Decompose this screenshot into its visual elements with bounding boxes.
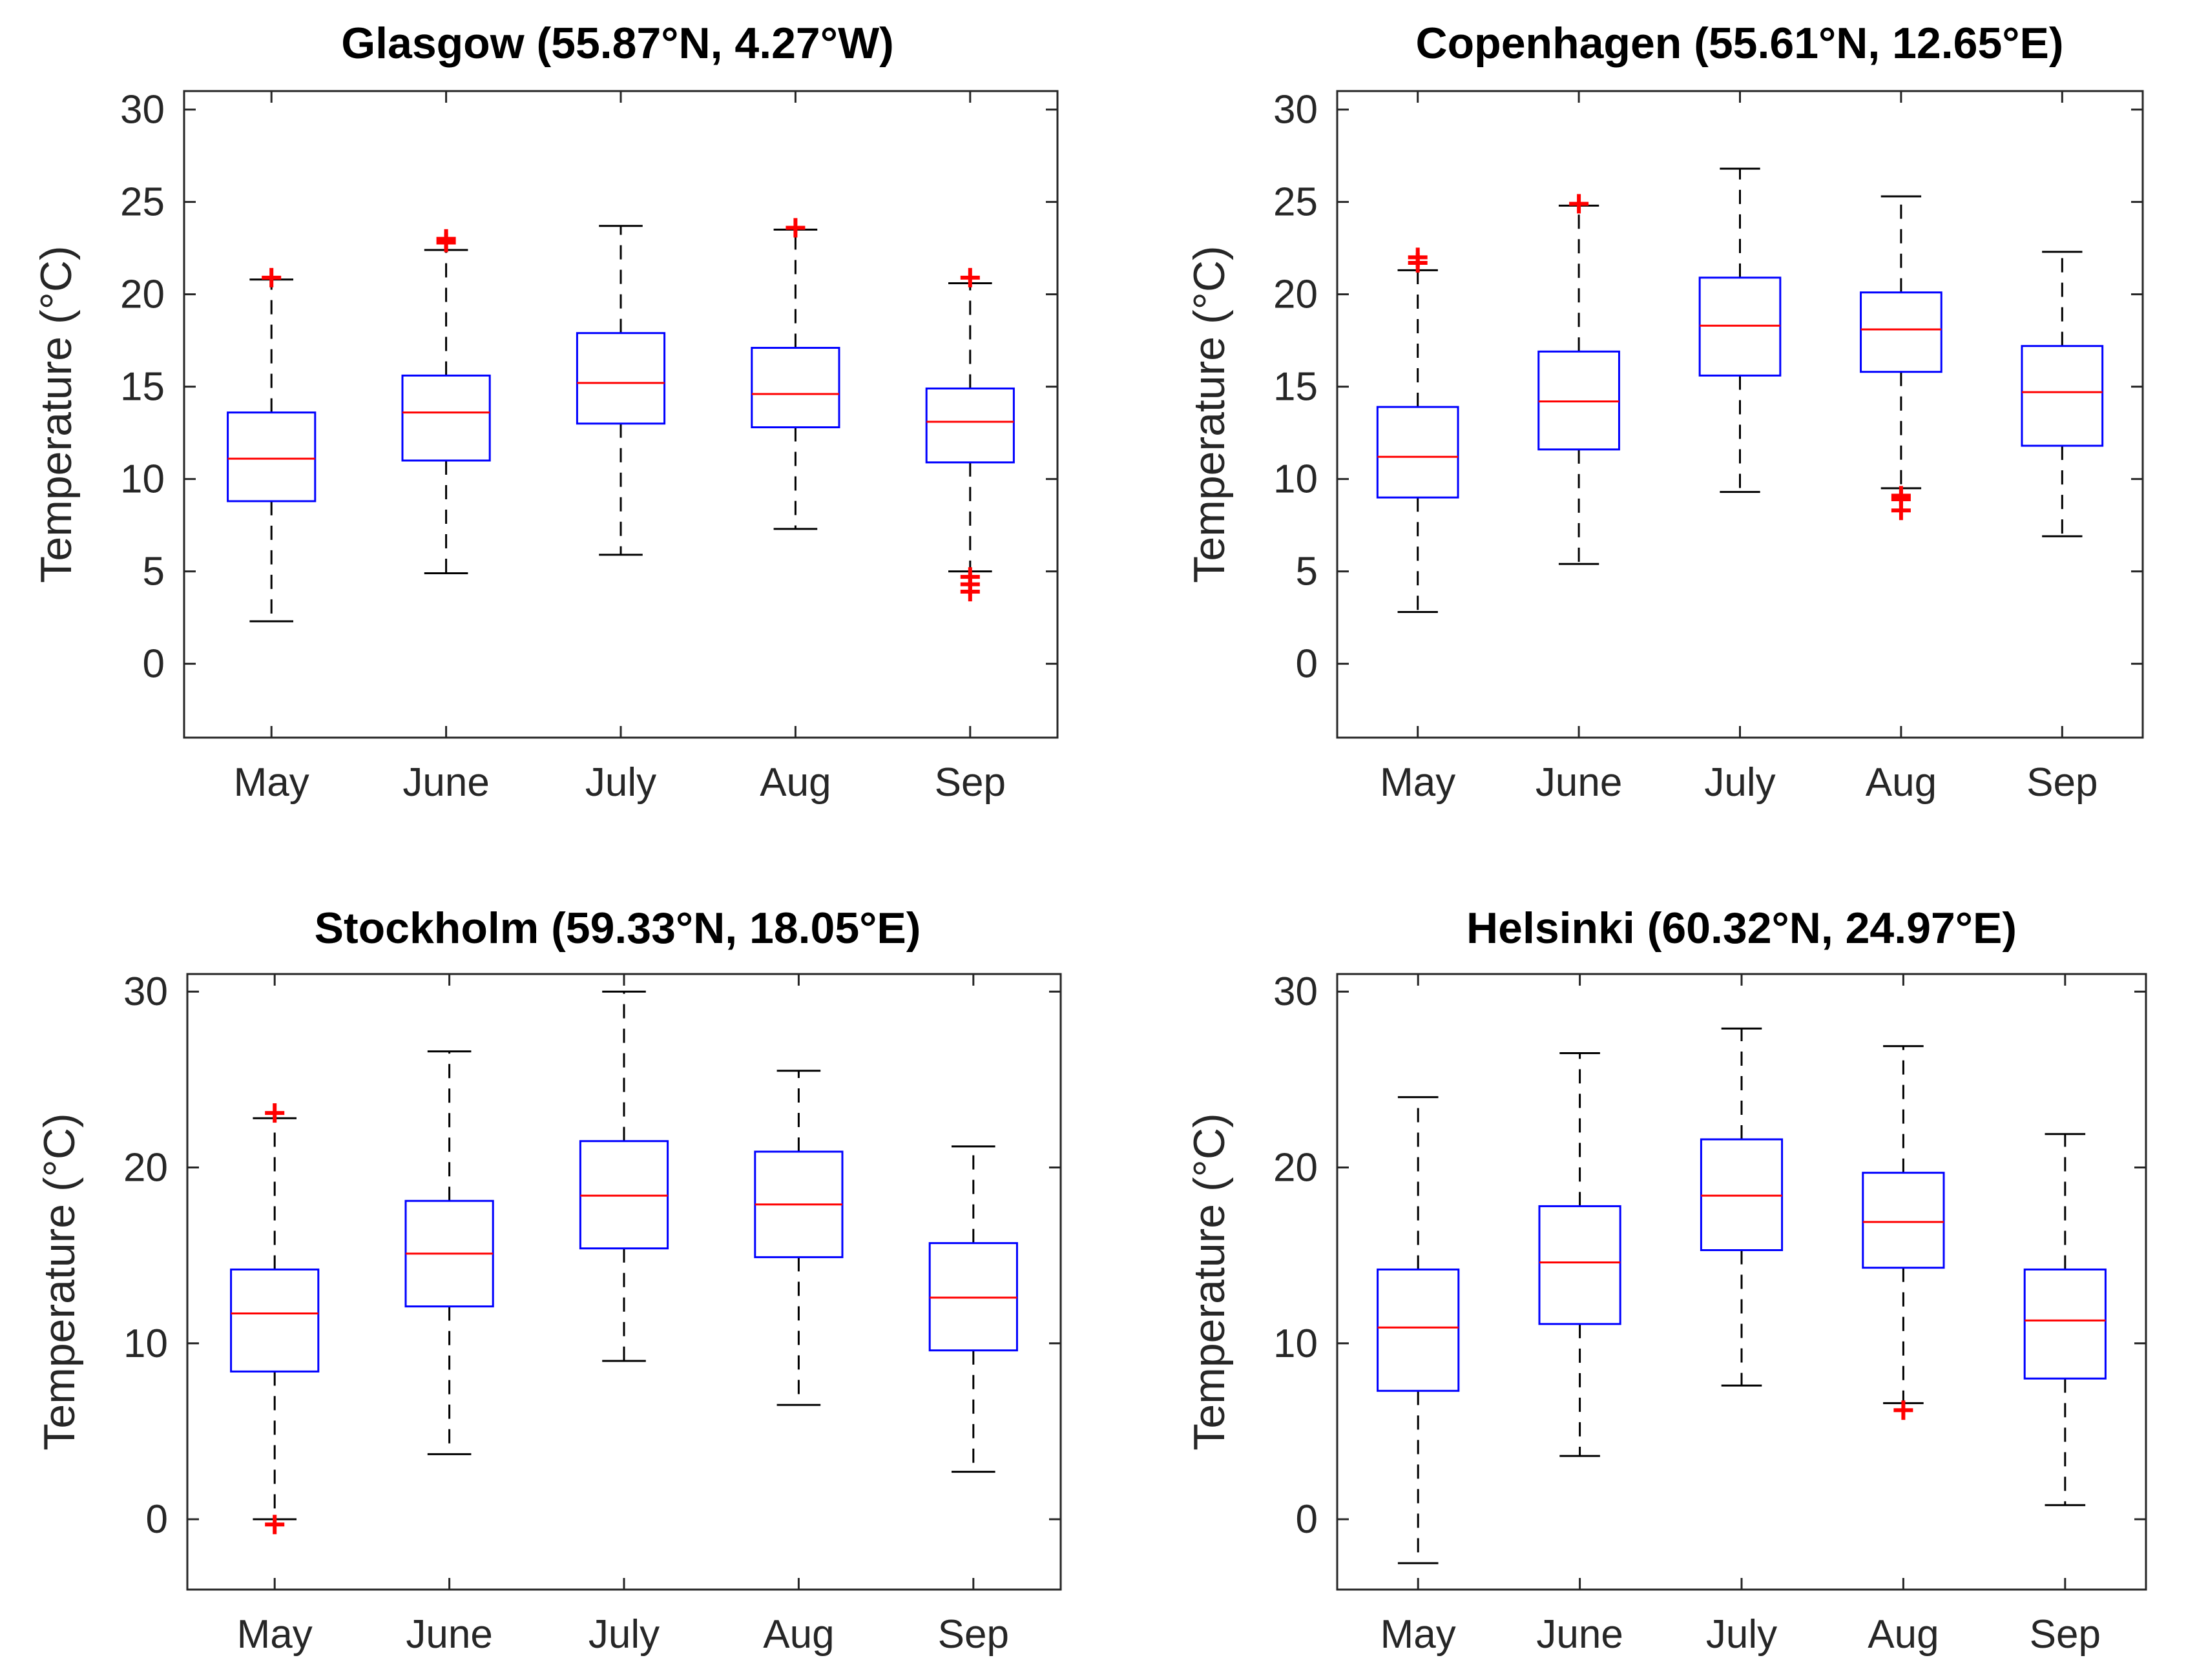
x-tick-label: May	[237, 1612, 313, 1657]
box-plot-may	[1376, 247, 1459, 614]
box-plot-aug	[1862, 1045, 1945, 1420]
outlier-marker	[265, 1103, 285, 1123]
x-tick-label: June	[402, 760, 489, 805]
y-tick-label: 20	[1273, 1146, 1318, 1190]
box-plot-june	[401, 229, 491, 574]
y-tick-label: 30	[123, 970, 168, 1014]
iqr-box	[1860, 291, 1942, 373]
box-plot-may	[230, 1103, 320, 1535]
outlier-marker	[1569, 194, 1589, 214]
y-tick-label: 10	[120, 457, 165, 502]
box-plot-sep	[925, 267, 1015, 602]
box-plot-june	[1538, 1052, 1621, 1457]
iqr-box	[1376, 406, 1459, 499]
x-tick-label: Aug	[763, 1612, 834, 1657]
iqr-box	[230, 1268, 320, 1373]
box-plot-june	[1537, 194, 1620, 565]
x-tick-label: Sep	[2026, 760, 2098, 805]
chart-panel: Glasgow (55.87°N, 4.27°W) Temperature (°C…	[32, 19, 1059, 805]
chart-title: Helsinki (60.32°N, 24.97°E)	[1466, 904, 2017, 953]
y-tick-label: 25	[1273, 180, 1318, 225]
box-plot-sep	[928, 1145, 1018, 1473]
outlier-marker	[960, 267, 980, 287]
y-tick-label: 0	[1296, 642, 1318, 687]
box-plot-july	[576, 225, 666, 556]
box-plot-july	[579, 990, 669, 1362]
iqr-box	[925, 387, 1015, 464]
chart-title: Copenhagen (55.61°N, 12.65°E)	[1416, 19, 2064, 68]
box-plot-aug	[751, 218, 840, 530]
x-tick-label: May	[1380, 760, 1455, 805]
x-tick-label: Aug	[1866, 760, 1937, 805]
y-tick-label: 20	[123, 1146, 168, 1190]
box-plot-june	[404, 1050, 494, 1455]
y-tick-label: 30	[1273, 88, 1318, 132]
y-tick-label: 5	[1296, 550, 1318, 594]
x-tick-label: May	[234, 760, 309, 805]
iqr-box	[401, 374, 491, 462]
y-tick-label: 15	[1273, 365, 1318, 410]
y-tick-label: 25	[120, 180, 165, 225]
y-axis-label: Temperature (°C)	[32, 245, 81, 583]
iqr-box	[2023, 1268, 2107, 1380]
y-tick-label: 30	[120, 88, 165, 132]
outlier-marker	[1893, 1400, 1913, 1420]
x-tick-label: June	[1536, 760, 1622, 805]
x-tick-label: June	[406, 1612, 492, 1657]
x-tick-label: Aug	[760, 760, 831, 805]
y-axis-label: Temperature (°C)	[1185, 245, 1234, 583]
box-plot-aug	[754, 1070, 844, 1406]
iqr-box	[576, 332, 666, 425]
iqr-box	[1862, 1172, 1945, 1269]
y-tick-label: 0	[1296, 1497, 1318, 1542]
y-tick-label: 15	[120, 365, 165, 410]
x-tick-label: Sep	[2030, 1612, 2101, 1657]
x-tick-label: July	[585, 760, 656, 805]
outlier-marker	[1891, 501, 1911, 521]
box-plot-july	[1698, 167, 1782, 493]
iqr-box	[1538, 1205, 1621, 1325]
x-tick-label: Aug	[1868, 1612, 1939, 1657]
box-plot-may	[227, 267, 317, 623]
chart-panel: Stockholm (59.33°N, 18.05°E) Temperature …	[35, 904, 1062, 1657]
y-axis-label: Temperature (°C)	[1185, 1113, 1234, 1450]
chart-title: Stockholm (59.33°N, 18.05°E)	[315, 904, 921, 953]
x-tick-label: Sep	[938, 1612, 1009, 1657]
y-tick-label: 0	[143, 642, 165, 687]
y-tick-label: 10	[1273, 457, 1318, 502]
box-plot-sep	[2021, 251, 2104, 537]
y-tick-label: 5	[143, 550, 165, 594]
box-plot-may	[1377, 1096, 1460, 1564]
y-axis-label: Temperature (°C)	[35, 1113, 84, 1450]
x-tick-label: July	[1706, 1612, 1777, 1657]
iqr-box	[1377, 1268, 1460, 1392]
x-tick-label: July	[588, 1612, 660, 1657]
x-tick-label: Sep	[935, 760, 1006, 805]
outlier-marker	[1408, 247, 1428, 267]
box-plot-sep	[2023, 1133, 2107, 1506]
outlier-marker	[960, 582, 980, 602]
outlier-marker	[265, 1515, 285, 1535]
chart-panel: Copenhagen (55.61°N, 12.65°E) Temperature…	[1185, 19, 2144, 805]
y-tick-label: 20	[120, 273, 165, 317]
y-tick-label: 20	[1273, 273, 1318, 317]
y-tick-label: 10	[123, 1322, 168, 1366]
box-plot-aug	[1860, 195, 1942, 521]
outlier-marker	[786, 218, 806, 238]
iqr-box	[751, 347, 840, 429]
y-tick-label: 30	[1273, 970, 1318, 1014]
iqr-box	[2021, 345, 2104, 447]
outlier-marker	[436, 229, 456, 249]
chart-panel: Helsinki (60.32°N, 24.97°E) Temperature (…	[1185, 904, 2147, 1657]
box-plot-july	[1700, 1027, 1784, 1387]
iqr-box	[227, 411, 317, 503]
x-tick-label: June	[1536, 1612, 1623, 1657]
x-tick-label: July	[1704, 760, 1775, 805]
y-tick-label: 10	[1273, 1322, 1318, 1366]
outlier-marker	[262, 267, 282, 287]
x-tick-label: May	[1380, 1612, 1456, 1657]
y-tick-label: 0	[146, 1497, 168, 1542]
chart-title: Glasgow (55.87°N, 4.27°W)	[341, 19, 894, 68]
